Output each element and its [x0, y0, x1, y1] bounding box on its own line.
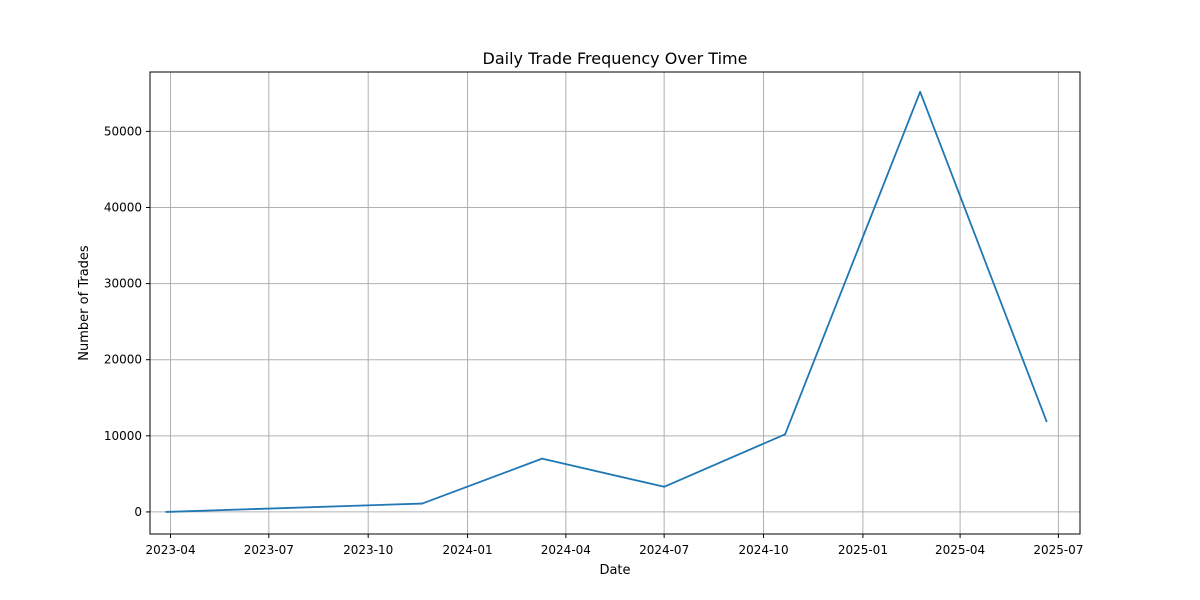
- y-tick-label: 0: [134, 505, 142, 519]
- y-tick-label: 50000: [104, 124, 142, 138]
- data-point: [421, 502, 424, 505]
- ticks: 2023-04 2023-07 2023-10 2024-01 2024-04 2024-…: [104, 124, 1084, 557]
- data-point: [165, 511, 168, 513]
- x-tick-label: 2025-04: [935, 543, 985, 557]
- data-point: [784, 433, 787, 436]
- x-tick-label: 2024-10: [738, 543, 788, 557]
- data-point: [1045, 420, 1048, 423]
- y-tick-label: 40000: [104, 200, 142, 214]
- x-tick-label: 2024-04: [541, 543, 591, 557]
- y-tick-label: 10000: [104, 429, 142, 443]
- y-axis-label: Number of Trades: [77, 245, 92, 361]
- x-tick-label: 2024-01: [442, 543, 492, 557]
- plot-frame: [149, 71, 1081, 535]
- chart-title: Daily Trade Frequency Over Time: [483, 49, 748, 68]
- y-tick-label: 20000: [104, 353, 142, 367]
- x-tick-label: 2023-04: [145, 543, 195, 557]
- series-layer: [165, 90, 1048, 513]
- data-point: [541, 457, 543, 460]
- grid: [150, 72, 1080, 534]
- data-point: [919, 90, 922, 93]
- x-tick-label: 2024-07: [639, 543, 689, 557]
- x-tick-label: 2025-01: [838, 543, 888, 557]
- y-tick-label: 30000: [104, 277, 142, 291]
- x-tick-label: 2023-10: [343, 543, 393, 557]
- x-tick-label: 2025-07: [1033, 543, 1083, 557]
- data-point: [663, 485, 666, 488]
- x-axis-label: Date: [599, 563, 630, 578]
- x-tick-label: 2023-07: [244, 543, 294, 557]
- series-line: [166, 90, 1048, 513]
